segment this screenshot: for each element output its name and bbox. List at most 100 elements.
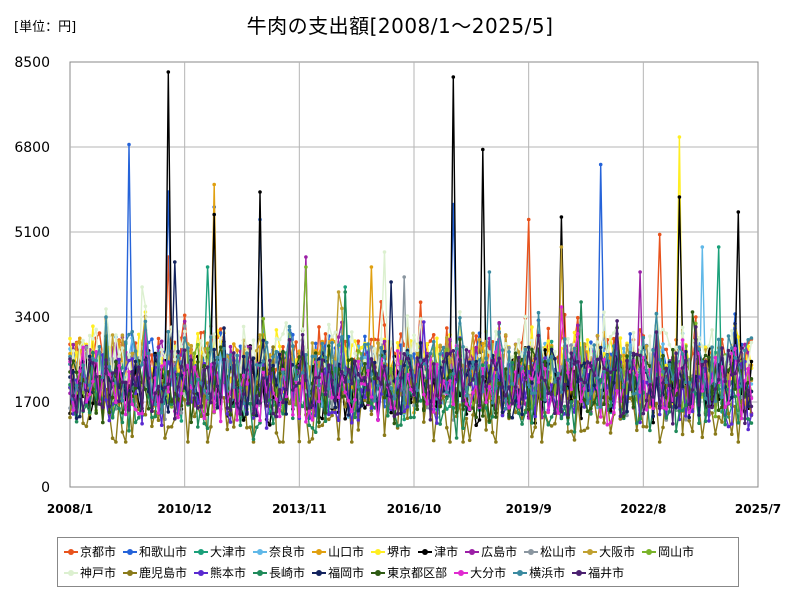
- x-tick-label: 2025/7: [735, 502, 781, 516]
- legend: 京都市 和歌山市 大津市 奈良市 山口市 堺市 津市 広島市 松山市 大阪市 岡山市 神戸市 鹿児島市 熊…: [57, 537, 739, 587]
- data-point: [232, 342, 236, 346]
- data-point: [146, 407, 151, 411]
- data-point: [94, 327, 98, 332]
- data-point: [585, 360, 590, 364]
- data-point: [677, 195, 682, 199]
- data-point: [327, 412, 331, 417]
- data-point: [549, 424, 554, 428]
- x-tick-label: 2016/10: [387, 502, 441, 516]
- data-point: [333, 398, 338, 403]
- data-point: [598, 354, 603, 359]
- data-point: [235, 401, 239, 406]
- data-point: [353, 359, 357, 364]
- data-point: [589, 344, 593, 349]
- data-point: [300, 370, 305, 375]
- data-point: [441, 345, 446, 350]
- data-point: [589, 406, 593, 411]
- data-point: [382, 364, 387, 369]
- data-point: [369, 412, 374, 417]
- data-point: [451, 402, 456, 407]
- data-point: [340, 335, 344, 339]
- data-point: [694, 315, 698, 319]
- data-point: [415, 356, 420, 360]
- data-point: [330, 405, 334, 409]
- data-point: [235, 348, 239, 353]
- data-point: [461, 345, 465, 349]
- data-point: [307, 423, 312, 428]
- data-point: [644, 368, 649, 373]
- data-point: [114, 333, 118, 337]
- data-point: [608, 420, 613, 425]
- data-point: [612, 367, 616, 372]
- data-point: [625, 358, 629, 363]
- data-point: [363, 362, 367, 366]
- data-point: [245, 425, 249, 430]
- data-point: [730, 422, 734, 426]
- data-point: [166, 410, 171, 414]
- data-point: [530, 421, 534, 425]
- data-point: [595, 340, 600, 344]
- data-point: [120, 420, 125, 425]
- data-point: [127, 332, 131, 337]
- data-point: [235, 353, 239, 358]
- legend-item: 神戸市: [64, 563, 116, 583]
- data-point: [336, 290, 341, 294]
- data-point: [684, 403, 688, 407]
- data-point: [199, 331, 203, 335]
- data-point: [327, 363, 331, 368]
- data-point: [238, 386, 243, 390]
- data-point: [730, 329, 734, 333]
- data-point: [667, 383, 672, 388]
- data-point: [284, 412, 289, 416]
- data-point: [281, 345, 285, 349]
- data-point: [448, 440, 452, 444]
- data-point: [212, 409, 216, 414]
- data-point: [333, 405, 338, 410]
- data-point: [218, 419, 223, 424]
- data-point: [569, 429, 574, 434]
- data-point: [350, 409, 354, 414]
- data-point: [281, 440, 285, 444]
- data-point: [186, 346, 190, 350]
- data-point: [612, 331, 616, 335]
- data-point: [359, 381, 364, 386]
- data-point: [625, 409, 629, 414]
- data-point: [376, 338, 380, 342]
- data-point: [723, 405, 727, 410]
- data-point: [674, 429, 678, 434]
- data-point: [114, 400, 118, 405]
- data-point: [635, 373, 639, 377]
- data-point: [510, 381, 515, 386]
- data-point: [657, 440, 662, 444]
- data-point: [523, 314, 528, 319]
- data-point: [572, 330, 577, 335]
- legend-swatch-icon: [64, 547, 78, 557]
- data-point: [697, 421, 701, 426]
- data-point: [330, 337, 334, 342]
- legend-swatch-icon: [454, 568, 469, 578]
- data-point: [559, 215, 564, 219]
- legend-label: 松山市: [540, 545, 577, 559]
- data-point: [313, 354, 318, 359]
- data-point: [546, 326, 551, 331]
- data-point: [533, 356, 537, 361]
- data-point: [422, 408, 426, 413]
- legend-swatch-icon: [465, 547, 480, 557]
- data-point: [481, 366, 485, 371]
- data-point: [438, 422, 443, 426]
- data-point: [356, 339, 361, 344]
- data-point: [304, 378, 308, 383]
- legend-label: 福井市: [588, 566, 625, 580]
- data-point: [346, 399, 351, 403]
- data-point: [448, 404, 452, 409]
- data-point: [261, 376, 266, 381]
- data-point: [356, 428, 361, 432]
- data-point: [182, 319, 187, 324]
- data-point: [648, 405, 652, 409]
- data-point: [127, 429, 131, 433]
- data-point: [114, 360, 118, 364]
- y-tick-label: 1700: [14, 395, 50, 411]
- data-point: [117, 399, 121, 404]
- data-point: [448, 337, 452, 342]
- data-point: [605, 422, 610, 427]
